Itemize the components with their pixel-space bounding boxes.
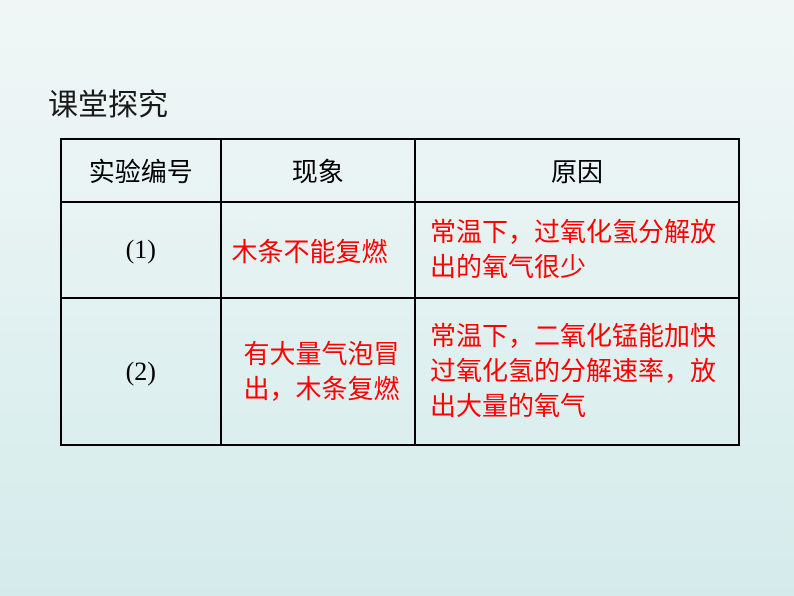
experiment-table: 实验编号 现象 原因 (1) 木条不能复燃 常温下，过氧化氢分解放出的氧气很少 … [60,138,740,446]
page-title: 课堂探究 [48,80,168,124]
header-reason: 原因 [415,139,739,202]
cell-row2-reason: 常温下，二氧化锰能加快过氧化氢的分解速率，放出大量的氧气 [415,298,739,445]
cell-row2-id: (2) [61,298,221,445]
table-row: (1) 木条不能复燃 常温下，过氧化氢分解放出的氧气很少 [61,202,739,298]
table-header-row: 实验编号 现象 原因 [61,139,739,202]
cell-row1-phenomenon: 木条不能复燃 [221,202,416,298]
experiment-table-container: 实验编号 现象 原因 (1) 木条不能复燃 常温下，过氧化氢分解放出的氧气很少 … [60,138,740,446]
header-phenomenon: 现象 [221,139,416,202]
header-experiment-id: 实验编号 [61,139,221,202]
table-row: (2) 有大量气泡冒出，木条复燃 常温下，二氧化锰能加快过氧化氢的分解速率，放出… [61,298,739,445]
cell-row1-reason: 常温下，过氧化氢分解放出的氧气很少 [415,202,739,298]
cell-row2-phenomenon: 有大量气泡冒出，木条复燃 [221,298,416,445]
cell-row1-id: (1) [61,202,221,298]
